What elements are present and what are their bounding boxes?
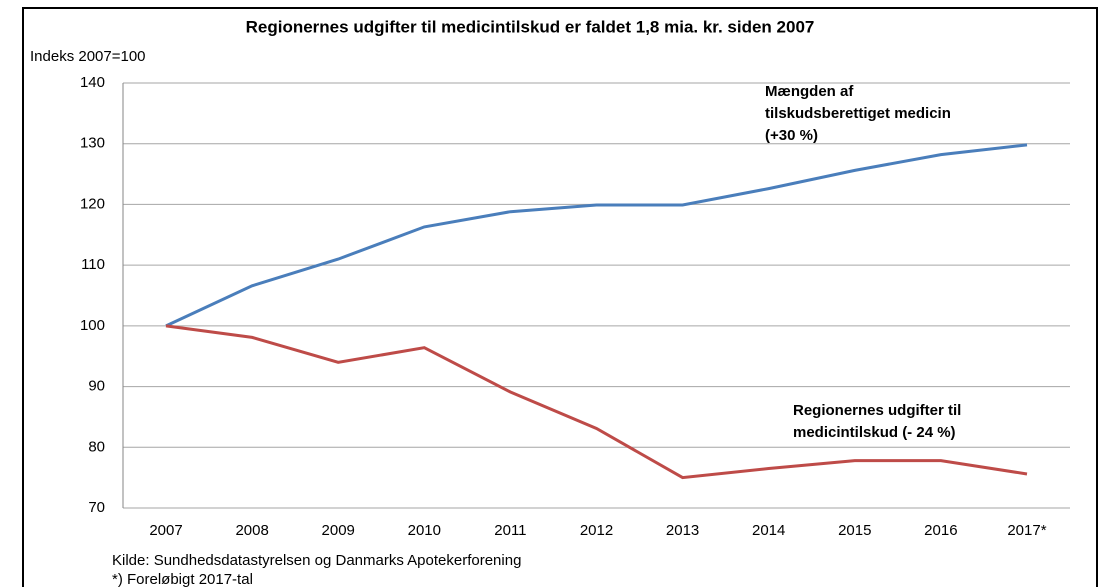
line [165, 324, 1028, 480]
x-tick-label: 2015 [838, 522, 871, 539]
x-tick-label: 2014 [752, 522, 785, 539]
chart-frame [22, 7, 1098, 587]
x-tick-label: 2007 [149, 522, 182, 539]
x-tick-label: 2016 [924, 522, 957, 539]
x-tick-label: 2010 [408, 522, 441, 539]
y-tick-label: 90 [88, 378, 105, 395]
y-tick-label: 140 [80, 74, 105, 91]
y-axis-label: Indeks 2007=100 [30, 48, 146, 65]
x-tick-label: 2008 [235, 522, 268, 539]
y-tick-label: 100 [80, 317, 105, 334]
line [165, 143, 1028, 328]
footnote: *) Foreløbigt 2017-tal [112, 571, 253, 587]
y-tick-label: 70 [88, 499, 105, 516]
x-tick-label: 2012 [580, 522, 613, 539]
series-label: Regionernes udgifter til medicintilskud … [793, 402, 962, 441]
x-tick-label: 2017* [1007, 522, 1046, 539]
x-tick-label: 2013 [666, 522, 699, 539]
chart-title: Regionernes udgifter til medicintilskud … [246, 17, 815, 36]
y-tick-label: 80 [88, 438, 105, 455]
y-tick-label: 110 [81, 256, 105, 273]
y-tick-label: 120 [80, 195, 105, 212]
source: Kilde: Sundhedsdatastyrelsen og Danmarks… [112, 552, 521, 569]
y-tick-label: 130 [80, 135, 105, 152]
series-label: Mængden af tilskudsberettiget medicin (+… [765, 83, 951, 144]
x-tick-label: 2011 [494, 522, 526, 539]
x-tick-label: 2009 [322, 522, 355, 539]
